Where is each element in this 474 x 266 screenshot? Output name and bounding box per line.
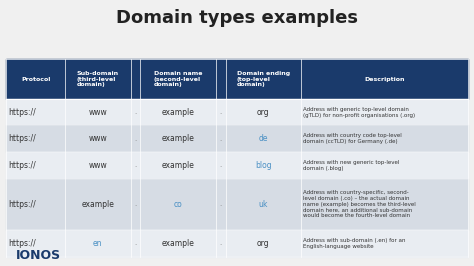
Text: Address with country-specific, second-
level domain (.co) – the actual domain
na: Address with country-specific, second- l… [303,190,416,218]
Text: de: de [258,134,268,143]
Text: .: . [219,240,222,246]
Text: https://: https:// [9,134,36,143]
Text: uk: uk [258,200,268,209]
Text: Domain ending
(top-level
domain): Domain ending (top-level domain) [237,71,290,87]
Text: .: . [134,136,137,142]
Text: example: example [162,108,194,117]
Text: co: co [173,200,182,209]
Text: Address with country code top-level
domain (ccTLD) for Germany (.de): Address with country code top-level doma… [303,133,402,144]
Text: .: . [134,240,137,246]
Text: example: example [82,200,114,209]
Text: en: en [93,239,102,248]
Text: Address with sub-domain (.en) for an
English-language website: Address with sub-domain (.en) for an Eng… [303,238,406,249]
Text: www: www [89,134,107,143]
Text: Domain name
(second-level
domain): Domain name (second-level domain) [154,71,202,87]
Text: .: . [219,136,222,142]
Text: .: . [219,163,222,168]
Text: .: . [219,109,222,115]
Text: Address with generic top-level domain
(gTLD) for non-profit organisations (.org): Address with generic top-level domain (g… [303,107,415,118]
Text: www: www [89,108,107,117]
Text: blog: blog [255,161,272,170]
Text: Domain types examples: Domain types examples [116,9,358,27]
Text: org: org [257,239,270,248]
Text: www: www [89,161,107,170]
Text: .: . [134,163,137,168]
Text: .: . [219,201,222,207]
Text: https://: https:// [9,239,36,248]
Text: example: example [162,161,194,170]
Text: IONOS: IONOS [16,249,61,262]
Text: Address with new generic top-level
domain (.blog): Address with new generic top-level domai… [303,160,400,171]
Text: https://: https:// [9,200,36,209]
Text: Protocol: Protocol [21,77,50,82]
Text: https://: https:// [9,161,36,170]
Text: .: . [134,201,137,207]
Text: Sub-domain
(third-level
domain): Sub-domain (third-level domain) [77,71,119,87]
Text: Description: Description [364,77,405,82]
Text: example: example [162,134,194,143]
Text: org: org [257,108,270,117]
Text: https://: https:// [9,108,36,117]
Text: .: . [134,109,137,115]
Text: example: example [162,239,194,248]
